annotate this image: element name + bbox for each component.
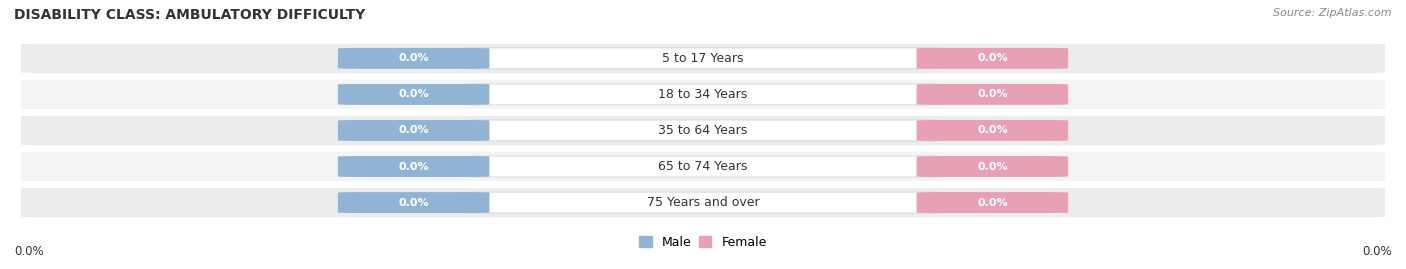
FancyBboxPatch shape [917,48,1069,69]
Text: 0.0%: 0.0% [398,161,429,172]
Text: 0.0%: 0.0% [398,197,429,208]
FancyBboxPatch shape [21,44,1385,73]
FancyBboxPatch shape [461,48,945,69]
FancyBboxPatch shape [917,84,1069,105]
FancyBboxPatch shape [917,120,1069,141]
Text: 75 Years and over: 75 Years and over [647,196,759,209]
Text: 0.0%: 0.0% [398,53,429,63]
Text: 0.0%: 0.0% [977,125,1008,136]
FancyBboxPatch shape [337,192,489,213]
Text: 0.0%: 0.0% [977,89,1008,100]
Text: 0.0%: 0.0% [1362,245,1392,258]
FancyBboxPatch shape [461,84,945,105]
FancyBboxPatch shape [21,188,1385,217]
Text: DISABILITY CLASS: AMBULATORY DIFFICULTY: DISABILITY CLASS: AMBULATORY DIFFICULTY [14,8,366,22]
FancyBboxPatch shape [337,120,489,141]
FancyBboxPatch shape [461,192,945,213]
Text: 0.0%: 0.0% [977,53,1008,63]
FancyBboxPatch shape [917,192,1069,213]
Text: 0.0%: 0.0% [977,161,1008,172]
FancyBboxPatch shape [337,156,489,177]
Text: Source: ZipAtlas.com: Source: ZipAtlas.com [1274,8,1392,18]
FancyBboxPatch shape [21,116,1385,145]
Text: 18 to 34 Years: 18 to 34 Years [658,88,748,101]
Text: 65 to 74 Years: 65 to 74 Years [658,160,748,173]
Text: 0.0%: 0.0% [14,245,44,258]
Text: 0.0%: 0.0% [977,197,1008,208]
Text: 5 to 17 Years: 5 to 17 Years [662,52,744,65]
Legend: Male, Female: Male, Female [634,231,772,254]
Text: 0.0%: 0.0% [398,89,429,100]
FancyBboxPatch shape [21,152,1385,181]
FancyBboxPatch shape [21,80,1385,109]
FancyBboxPatch shape [461,120,945,141]
FancyBboxPatch shape [337,48,489,69]
FancyBboxPatch shape [337,84,489,105]
Text: 0.0%: 0.0% [398,125,429,136]
FancyBboxPatch shape [461,156,945,177]
FancyBboxPatch shape [917,156,1069,177]
Text: 35 to 64 Years: 35 to 64 Years [658,124,748,137]
